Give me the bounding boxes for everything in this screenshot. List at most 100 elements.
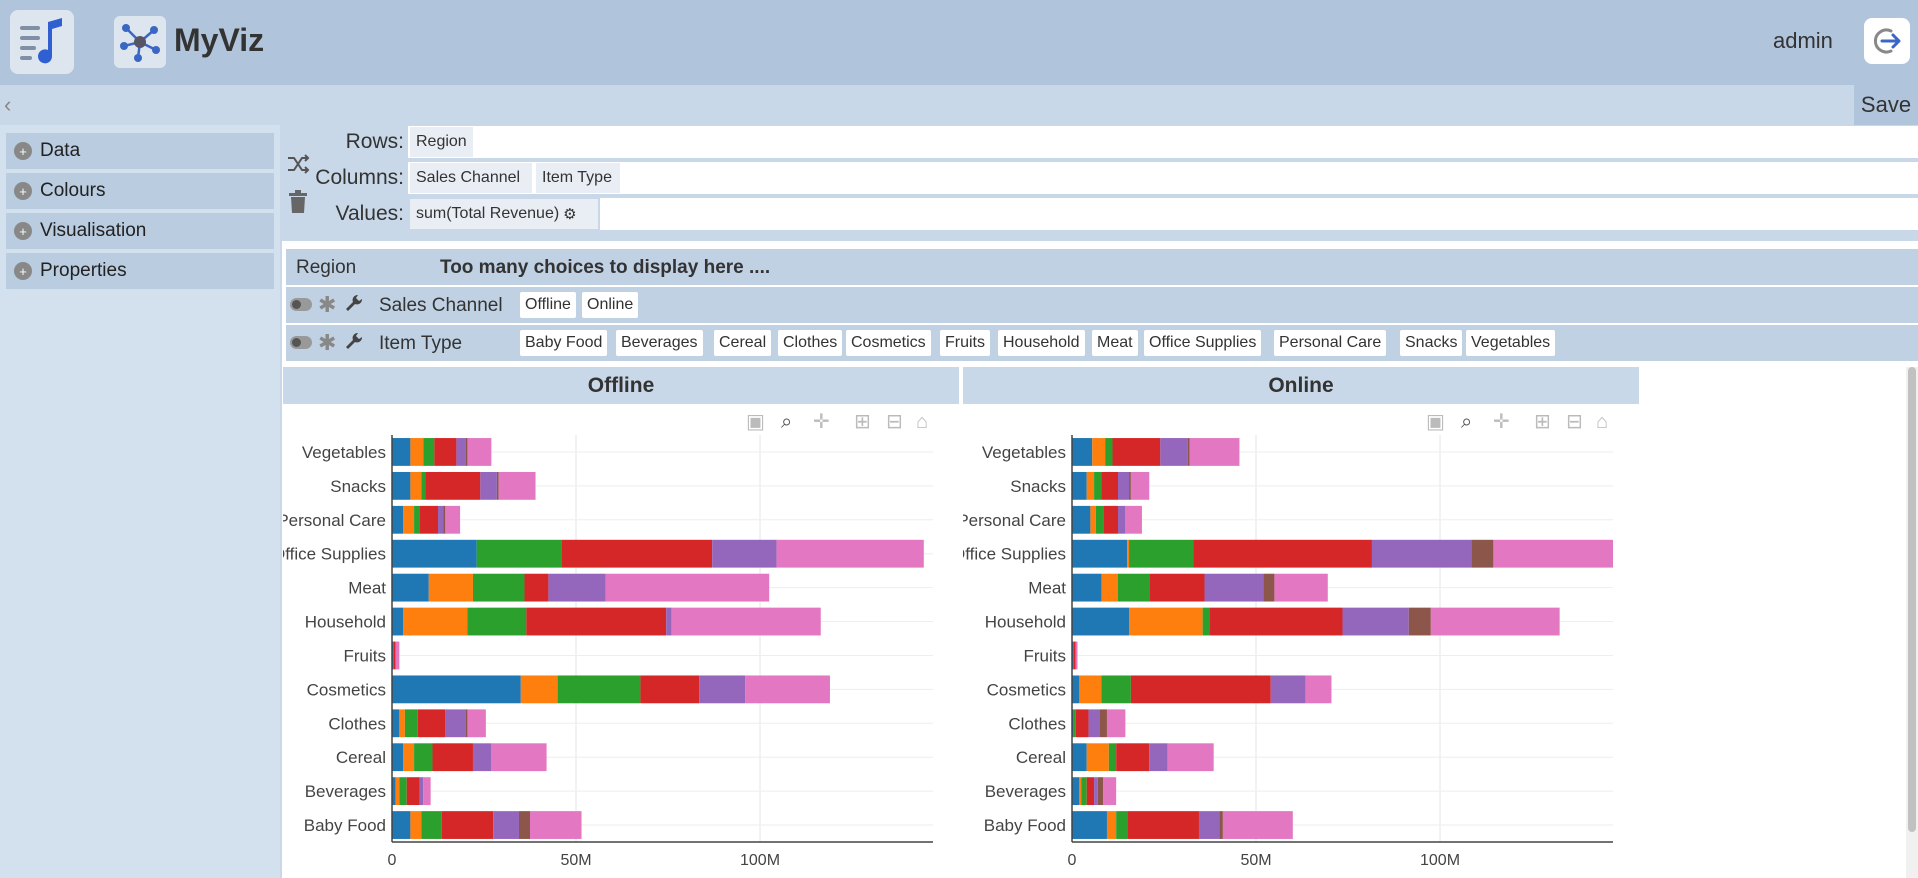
bar-segment[interactable] [1430,607,1560,636]
bar-segment[interactable] [392,709,400,738]
autoscale-home-icon[interactable]: ⌂ [1596,411,1608,433]
bar-segment[interactable] [1086,777,1095,806]
bar-segment[interactable] [472,573,525,602]
bar-segment[interactable] [526,607,667,636]
filter-option-clothes[interactable]: Clothes [778,330,843,356]
collapse-sidebar-icon[interactable]: ‹ [4,92,12,117]
bar-segment[interactable] [1118,505,1126,534]
bar-segment[interactable] [392,438,411,466]
bar-segment[interactable] [1219,811,1223,839]
rows-shelf[interactable] [408,126,1918,158]
sidebar-item-visualisation[interactable]: + Visualisation [6,213,274,249]
bar-segment[interactable] [712,539,777,568]
bar-segment[interactable] [1167,743,1214,772]
bar-segment[interactable] [1193,539,1372,568]
bar-segment[interactable] [1094,777,1098,806]
scroll-thumb[interactable] [1908,367,1916,832]
bar-segment[interactable] [1274,573,1328,602]
bar-segment[interactable] [1493,539,1613,568]
bar-segment[interactable] [1072,539,1128,568]
columns-pill-sales-channel[interactable]: Sales Channel [410,163,532,193]
bar-segment[interactable] [1101,675,1131,704]
bar-segment[interactable] [1101,573,1119,602]
gear-icon[interactable]: ⚙ [563,206,577,223]
bar-segment[interactable] [1125,505,1142,534]
pan-icon[interactable]: ✛ [1493,411,1510,433]
filter-option-fruits[interactable]: Fruits [940,330,990,356]
bar-segment[interactable] [745,675,830,704]
bar-segment[interactable] [1116,811,1128,839]
zoom-icon[interactable]: ⌕ [781,411,792,433]
camera-icon[interactable]: ▣ [746,411,765,433]
bar-segment[interactable] [443,505,446,534]
bar-segment[interactable] [1086,471,1095,500]
bar-segment[interactable] [393,641,396,670]
bar-segment[interactable] [518,811,531,839]
zoom-out-icon[interactable]: ⊟ [1566,411,1583,433]
bar-segment[interactable] [392,573,429,602]
logout-button[interactable] [1864,18,1910,64]
bar-segment[interactable] [1103,505,1119,534]
bar-segment[interactable] [1072,675,1080,704]
bar-segment[interactable] [406,777,420,806]
bar-segment[interactable] [1072,438,1093,466]
zoom-icon[interactable]: ⌕ [1461,411,1472,433]
bar-segment[interactable] [1101,471,1119,500]
bar-segment[interactable] [1072,471,1087,500]
bar-segment[interactable] [421,471,426,500]
bar-segment[interactable] [1086,743,1109,772]
bar-segment[interactable] [1103,777,1117,806]
bar-segment[interactable] [392,811,411,839]
filter-option-personal-care[interactable]: Personal Care [1274,330,1387,356]
asterisk-icon[interactable]: ✱ [318,292,337,317]
bar-segment[interactable] [1079,675,1102,704]
sidebar-item-data[interactable]: + Data [6,133,274,169]
bar-segment[interactable] [445,709,466,738]
bar-segment[interactable] [561,539,713,568]
bar-segment[interactable] [1108,743,1117,772]
autoscale-home-icon[interactable]: ⌂ [916,411,928,433]
bar-segment[interactable] [1222,811,1293,839]
bar-segment[interactable] [1088,709,1100,738]
bar-segment[interactable] [392,743,404,772]
menu-button[interactable] [10,10,74,74]
filter-option-meat[interactable]: Meat [1092,330,1138,356]
sidebar-item-properties[interactable]: + Properties [6,253,274,289]
bar-segment[interactable] [1127,539,1130,568]
bar-segment[interactable] [1129,607,1203,636]
bar-segment[interactable] [467,607,527,636]
bar-segment[interactable] [428,573,473,602]
bar-segment[interactable] [438,505,444,534]
bar-segment[interactable] [410,811,422,839]
bar-segment[interactable] [1127,811,1199,839]
bar-segment[interactable] [472,743,492,772]
bar-segment[interactable] [605,573,770,602]
bar-segment[interactable] [1072,811,1107,839]
bar-segment[interactable] [1075,709,1089,738]
bar-segment[interactable] [1075,641,1078,670]
bar-segment[interactable] [392,539,477,568]
filter-option-vegetables[interactable]: Vegetables [1466,330,1556,356]
bar-segment[interactable] [1072,607,1130,636]
chart-offline[interactable]: ▣ ⌕ ✛ ⊞ ⊟ ⌂ Vegetables Snacks Personal Care Offic… [283,367,959,878]
bar-segment[interactable] [1210,607,1343,636]
filter-option-household[interactable]: Household [998,330,1085,356]
bar-segment[interactable] [1118,471,1130,500]
bar-segment[interactable] [423,438,435,466]
scrollbar[interactable] [1906,367,1918,878]
bar-segment[interactable] [1112,438,1161,466]
bar-segment[interactable] [410,438,424,466]
bar-segment[interactable] [1149,743,1168,772]
pan-icon[interactable]: ✛ [813,411,830,433]
bar-segment[interactable] [1072,709,1074,738]
bar-segment[interactable] [434,438,457,466]
bar-segment[interactable] [699,675,746,704]
bar-segment[interactable] [1095,505,1104,534]
bar-segment[interactable] [465,438,468,466]
camera-icon[interactable]: ▣ [1426,411,1445,433]
bar-segment[interactable] [414,743,433,772]
bar-segment[interactable] [395,641,400,670]
shuffle-icon[interactable] [286,152,310,182]
zoom-in-icon[interactable]: ⊞ [854,411,871,433]
bar-segment[interactable] [491,743,547,772]
